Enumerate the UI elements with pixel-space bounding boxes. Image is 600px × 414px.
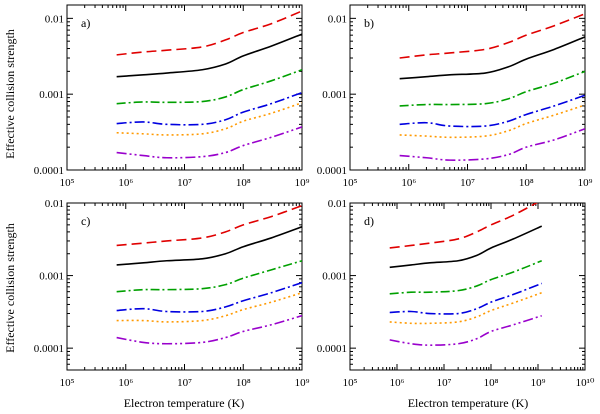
x-tick-label: 10⁸ (236, 377, 251, 389)
series-line-series-6 (399, 127, 585, 161)
y-axis-label-top: Effective collision strength (3, 29, 17, 159)
y-tick-label: 0.001 (39, 271, 64, 283)
series-line-series-1 (399, 13, 585, 59)
y-tick-label: 0.01 (45, 198, 64, 210)
x-tick-label: 10⁸ (484, 377, 499, 389)
series-line-series-2 (389, 225, 543, 269)
x-tick-label: 10⁶ (401, 177, 416, 189)
x-tick-label: 10⁵ (60, 377, 75, 389)
series-line-series-6 (116, 314, 302, 345)
x-tick-label: 10⁵ (60, 177, 75, 189)
series-line-series-4 (399, 94, 585, 128)
x-tick-label: 10⁵ (343, 377, 358, 389)
series-line-series-3 (399, 70, 585, 107)
plot-frame (349, 4, 586, 171)
x-axis-label-left: Electron temperature (K) (124, 396, 245, 410)
x-tick-label: 10⁷ (437, 377, 452, 389)
series-group (399, 13, 585, 161)
series-group (116, 204, 302, 345)
x-tick-label: 10¹⁰ (576, 377, 595, 389)
series-line-series-5 (389, 291, 542, 325)
plot-frame (66, 4, 303, 171)
series-line-series-5 (399, 104, 585, 139)
series-line-series-5 (116, 291, 302, 323)
x-tick-label: 10⁷ (460, 177, 475, 189)
panel-4: 10⁵ 10⁶ 10⁷ 10⁸ 10⁹ 10¹⁰ 0.0001 0.001 0.01 d) (317, 198, 595, 389)
series-line-series-1 (389, 203, 538, 249)
series-line-series-2 (116, 226, 302, 266)
panel-label: d) (364, 214, 374, 228)
x-tick-label: 10⁹ (295, 377, 310, 389)
series-line-series-3 (116, 259, 302, 293)
panel-1: 10⁵ 10⁶ 10⁷ 10⁸ 10⁹ 0.0001 0.001 0.01 a) (34, 4, 310, 189)
y-tick-label: 0.0001 (317, 165, 347, 177)
series-line-series-1 (116, 10, 302, 56)
x-tick-label: 10⁵ (343, 177, 358, 189)
y-tick-label: 0.001 (322, 271, 347, 283)
series-group (116, 10, 302, 159)
series-line-series-3 (389, 260, 543, 295)
y-tick-label: 0.0001 (317, 343, 347, 355)
x-tick-label: 10⁹ (295, 177, 310, 189)
panel-3: 10⁵ 10⁶ 10⁷ 10⁸ 10⁹ 0.0001 0.001 0.01 c) (34, 198, 310, 389)
x-tick-label: 10⁸ (519, 177, 534, 189)
x-tick-label: 10⁷ (177, 177, 192, 189)
x-axis-label-right: Electron temperature (K) (408, 396, 529, 410)
y-tick-label: 0.0001 (34, 165, 64, 177)
x-tick-label: 10⁹ (578, 177, 593, 189)
y-tick-label: 0.0001 (34, 343, 64, 355)
series-group (389, 203, 543, 346)
series-line-series-1 (116, 204, 302, 247)
panel-label: c) (81, 214, 90, 228)
series-line-series-4 (389, 282, 543, 315)
x-tick-label: 10⁶ (118, 177, 133, 189)
series-line-series-4 (116, 281, 302, 313)
x-tick-label: 10⁶ (390, 377, 405, 389)
y-axis-label-bottom: Effective collision strength (3, 223, 17, 353)
series-line-series-6 (116, 126, 302, 159)
panel-label: b) (364, 16, 374, 30)
y-tick-label: 0.01 (45, 13, 64, 25)
plot-frame (66, 202, 303, 371)
panel-2: 10⁵ 10⁶ 10⁷ 10⁸ 10⁹ 0.0001 0.001 0.01 b) (317, 4, 593, 189)
series-line-series-2 (116, 33, 302, 78)
plot-frame (349, 202, 586, 371)
y-tick-label: 0.01 (328, 13, 347, 25)
x-tick-label: 10⁸ (236, 177, 251, 189)
x-tick-label: 10⁹ (531, 377, 546, 389)
series-line-series-6 (389, 314, 542, 346)
y-tick-label: 0.001 (39, 89, 64, 101)
series-line-series-5 (116, 102, 302, 136)
series-line-series-2 (399, 36, 585, 80)
x-tick-label: 10⁶ (118, 377, 133, 389)
y-tick-label: 0.001 (322, 89, 347, 101)
y-tick-label: 0.01 (328, 198, 347, 210)
series-line-series-3 (116, 68, 302, 105)
panel-label: a) (81, 16, 90, 30)
x-tick-label: 10⁷ (177, 377, 192, 389)
series-line-series-4 (116, 91, 302, 126)
